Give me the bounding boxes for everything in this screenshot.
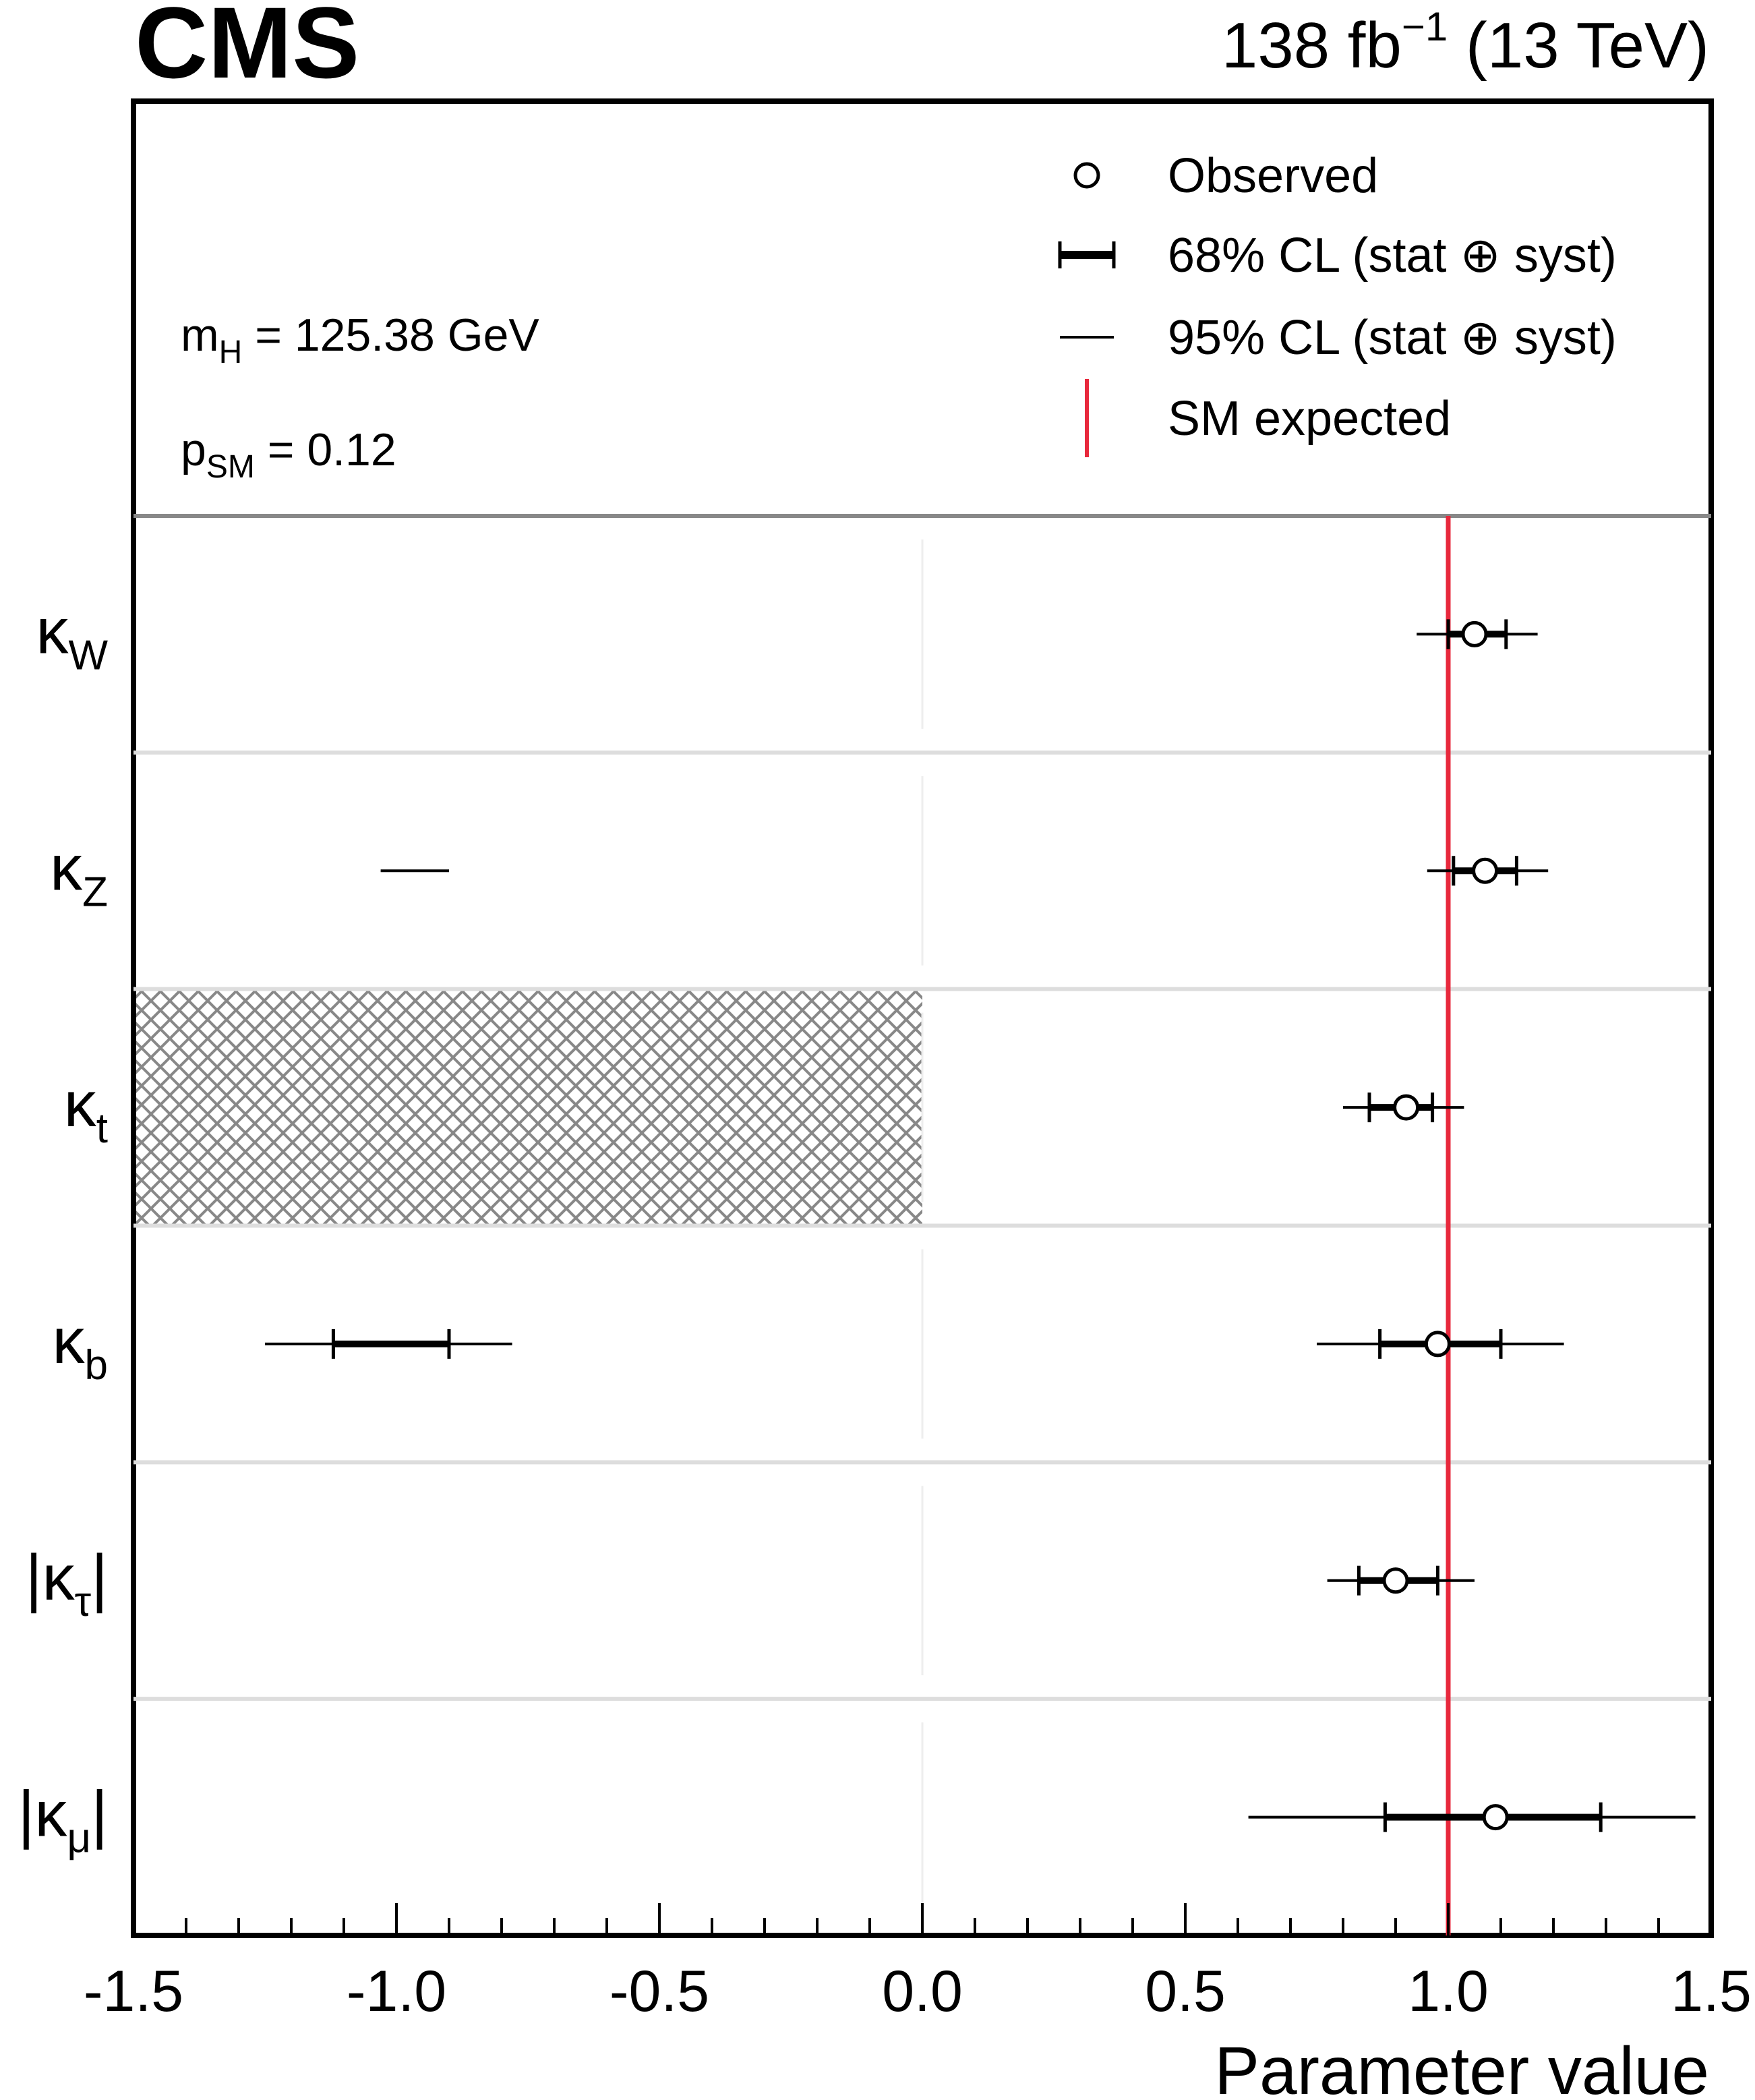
- mass-info: mH = 125.38 GeV: [181, 310, 539, 370]
- observed-point: [1461, 620, 1488, 647]
- parameter-label: κZ: [50, 832, 108, 915]
- legend-sm-label: SM expected: [1168, 392, 1451, 446]
- x-tick-label: 1.5: [1671, 1959, 1752, 2024]
- legend-observed-label: Observed: [1168, 149, 1378, 203]
- x-tick-label: 0.5: [1145, 1959, 1226, 2024]
- observed-point: [1382, 1567, 1409, 1594]
- parameter-label: κW: [36, 595, 108, 678]
- x-axis-title: Parameter value: [1214, 2033, 1709, 2100]
- parameter-label: κb: [53, 1305, 108, 1389]
- points-layer: [265, 619, 1696, 1832]
- observed-point: [1424, 1331, 1451, 1358]
- x-tick-label: -0.5: [609, 1959, 709, 2024]
- legend-cl95-label: 95% CL (stat ⊕ syst): [1168, 311, 1617, 365]
- psm-info: pSM = 0.12: [181, 424, 396, 485]
- rows-layer: κW κZ κt κb |κτ| |κμ|: [18, 539, 1711, 1912]
- legend: Observed 68% CL (stat ⊕ syst) 95% CL (st…: [1058, 149, 1617, 457]
- observed-point: [1482, 1804, 1509, 1831]
- x-axis: -1.5 -1.0 -0.5 0.0 0.5 1.0 1.5: [84, 1903, 1752, 2024]
- x-tick-label: -1.5: [84, 1959, 183, 2024]
- excluded-region: [136, 989, 922, 1226]
- observed-point: [1393, 1094, 1420, 1121]
- parameter-label: |κτ|: [26, 1542, 108, 1625]
- observed-point: [1472, 857, 1499, 884]
- x-tick-label: 1.0: [1408, 1959, 1489, 2024]
- lumi-label: 138 fb−1 (13 TeV): [1222, 4, 1709, 82]
- legend-observed-marker: [1073, 162, 1100, 189]
- experiment-label: CMS: [135, 0, 359, 99]
- x-tick-label: 0.0: [882, 1959, 963, 2024]
- parameter-label: κt: [64, 1068, 108, 1152]
- x-tick-label: -1.0: [347, 1959, 446, 2024]
- legend-cl68-label: 68% CL (stat ⊕ syst): [1168, 229, 1617, 283]
- parameter-label: |κμ|: [18, 1778, 108, 1862]
